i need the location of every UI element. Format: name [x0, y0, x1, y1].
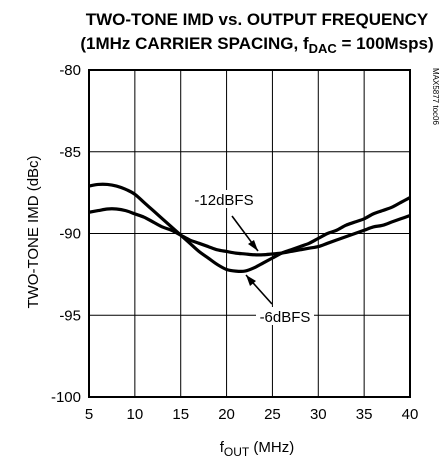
annotation-6dbfs: -6dBFS — [260, 309, 311, 326]
y-axis-label: TWO-TONE IMD (dBc) — [25, 155, 42, 308]
chart-title-line2: (1MHz CARRIER SPACING, fDAC = 100Msps) — [80, 34, 433, 56]
y-axis-ticks: -80 -85 -90 -95 -100 — [51, 62, 81, 406]
annotation-12dbfs: -12dBFS — [194, 192, 253, 209]
y-tick-label: -85 — [59, 144, 81, 161]
x-axis-label: fOUT (MHz) — [220, 439, 295, 459]
annotation-12dbfs-bg — [193, 190, 255, 208]
series-line-0 — [88, 207, 411, 257]
x-tick-label: 40 — [402, 406, 419, 423]
y-tick-label: -95 — [59, 307, 81, 324]
x-tick-label: 30 — [310, 406, 327, 423]
side-label: MAX5877 toc06 — [431, 68, 440, 125]
y-tick-label: -100 — [51, 389, 81, 406]
annotation-6dbfs-arrowhead — [246, 275, 256, 286]
annotation-12dbfs-arrowhead — [248, 240, 258, 251]
x-tick-label: 35 — [356, 406, 373, 423]
chart-title-line1: TWO-TONE IMD vs. OUTPUT FREQUENCY — [86, 10, 429, 29]
x-axis-ticks: 5 10 15 20 25 30 35 40 — [85, 406, 419, 423]
plot-frame — [88, 69, 411, 398]
x-tick-label: 15 — [172, 406, 189, 423]
x-tick-label: 25 — [264, 406, 281, 423]
series-line-1 — [88, 182, 411, 274]
grid — [89, 70, 410, 397]
x-tick-label: 10 — [127, 406, 144, 423]
annotation-6dbfs-bg — [256, 307, 314, 325]
y-tick-label: -80 — [59, 62, 81, 79]
x-tick-label: 5 — [85, 406, 93, 423]
annotations: -12dBFS -6dBFS — [193, 190, 314, 326]
y-tick-label: -90 — [59, 226, 81, 243]
x-tick-label: 20 — [218, 406, 235, 423]
series-group — [88, 182, 411, 274]
